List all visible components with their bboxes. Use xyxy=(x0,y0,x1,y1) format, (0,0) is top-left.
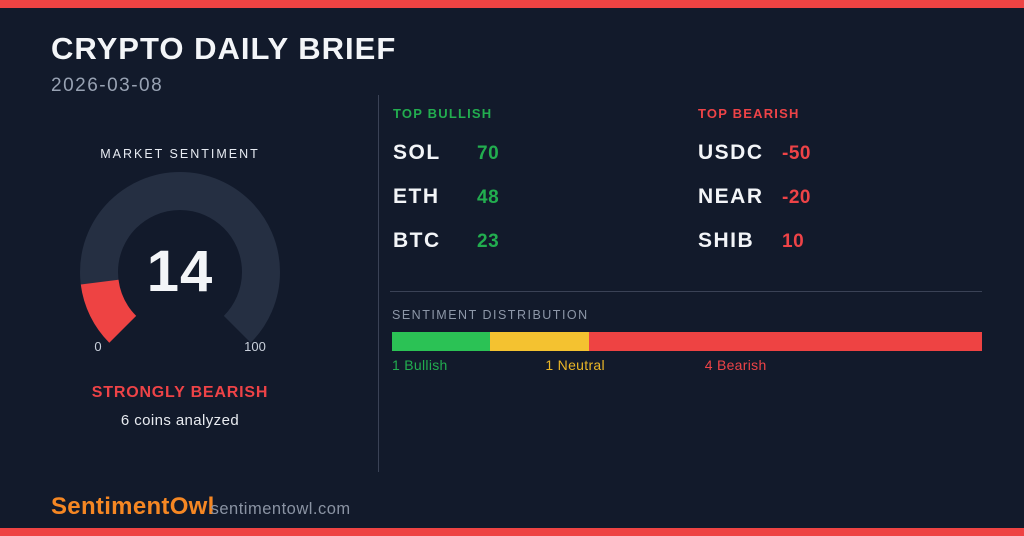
coin-score: 70 xyxy=(477,143,500,164)
coin-score: 48 xyxy=(477,187,500,208)
horizontal-divider xyxy=(390,291,982,292)
bearish-segment xyxy=(588,332,982,351)
brand-logo: SentimentOwl xyxy=(51,493,215,520)
page-title: CRYPTO DAILY BRIEF xyxy=(51,31,397,66)
top-bullish-heading: TOP BULLISH xyxy=(393,106,493,121)
coin-symbol: ETH xyxy=(393,185,440,208)
coin-row: USDC -50 xyxy=(698,141,983,165)
coin-symbol: USDC xyxy=(698,141,764,164)
footer: SentimentOwl sentimentowl.com xyxy=(51,493,351,521)
gauge-track-arc xyxy=(80,172,280,343)
neutral-count-label: 1 Neutral xyxy=(545,357,605,373)
coin-row: BTC 23 xyxy=(393,229,678,253)
coins-analyzed: 6 coins analyzed xyxy=(120,412,240,429)
bullish-count-label: 1 Bullish xyxy=(392,357,448,373)
coin-symbol: BTC xyxy=(393,229,441,252)
gauge-min-label: 0 xyxy=(94,339,101,354)
gauge-title: MARKET SENTIMENT xyxy=(100,147,260,161)
top-bearish-heading: TOP BEARISH xyxy=(698,106,800,121)
coin-symbol: NEAR xyxy=(698,185,764,208)
header: CRYPTO DAILY BRIEF 2026-03-08 xyxy=(51,31,396,97)
gauge-value: 14 xyxy=(146,239,214,304)
neutral-segment xyxy=(490,332,589,351)
top-accent-bar xyxy=(0,0,1024,8)
coin-score: -50 xyxy=(782,143,811,164)
coin-symbol: SHIB xyxy=(698,229,755,252)
market-sentiment-section: MARKET SENTIMENT 0 100 14 STRONGLY BEARI… xyxy=(40,147,320,429)
coin-score: 10 xyxy=(782,231,805,252)
sentiment-status: STRONGLY BEARISH xyxy=(91,384,269,401)
coin-row: NEAR -20 xyxy=(698,185,983,209)
bottom-accent-bar xyxy=(0,528,1024,536)
coin-row: ETH 48 xyxy=(393,185,678,209)
coin-score: 23 xyxy=(477,231,500,252)
top-bullish-column: TOP BULLISH SOL 70 ETH 48 BTC 23 xyxy=(393,106,678,253)
top-bearish-column: TOP BEARISH USDC -50 NEAR -20 SHIB 10 xyxy=(698,106,983,253)
distribution-heading: SENTIMENT DISTRIBUTION xyxy=(392,308,589,322)
coin-row: SOL 70 xyxy=(393,141,678,165)
website-url: sentimentowl.com xyxy=(210,500,351,518)
vertical-divider xyxy=(378,95,379,472)
gauge-chart: 0 100 xyxy=(80,172,280,354)
report-date: 2026-03-08 xyxy=(51,75,164,96)
coin-score: -20 xyxy=(782,187,811,208)
distribution-bar xyxy=(392,332,982,351)
gauge-fill-arc xyxy=(80,279,137,343)
gauge-max-label: 100 xyxy=(244,339,266,354)
coin-row: SHIB 10 xyxy=(698,229,983,253)
coin-symbol: SOL xyxy=(393,141,441,164)
sentiment-gauge: 0 100 14 xyxy=(77,171,283,357)
sentiment-distribution-section: SENTIMENT DISTRIBUTION 1 Bullish 1 Neutr… xyxy=(392,309,982,374)
bearish-count-label: 4 Bearish xyxy=(704,357,767,373)
bullish-segment xyxy=(392,332,491,351)
distribution-legend: 1 Bullish 1 Neutral 4 Bearish xyxy=(392,357,982,374)
